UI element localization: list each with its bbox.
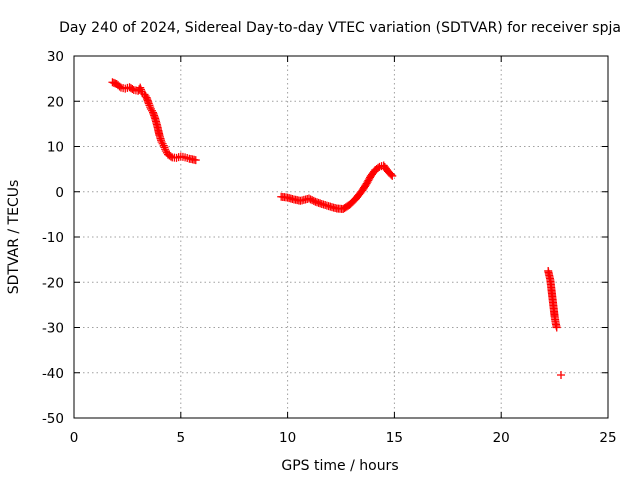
data-point bbox=[136, 85, 145, 94]
data-point bbox=[374, 163, 383, 172]
y-tick-label: 0 bbox=[55, 185, 64, 201]
plot-frame bbox=[73, 55, 609, 419]
data-point bbox=[160, 143, 169, 152]
y-tick-label: -10 bbox=[42, 230, 64, 246]
y-tick-labels: -50 -40 -30 -20 -10 0 10 20 30 bbox=[42, 49, 64, 427]
x-tick-label: 20 bbox=[493, 430, 510, 446]
y-tick-label: -40 bbox=[42, 366, 64, 382]
chart-title: Day 240 of 2024, Sidereal Day-to-day VTE… bbox=[59, 20, 621, 36]
y-tick-label: 10 bbox=[47, 140, 64, 156]
y-tick-label: 30 bbox=[47, 49, 64, 65]
data-point bbox=[552, 323, 561, 332]
data-point bbox=[159, 141, 168, 150]
data-series bbox=[108, 78, 566, 380]
data-point bbox=[557, 371, 566, 380]
x-tick-label: 25 bbox=[599, 430, 616, 446]
data-point bbox=[158, 139, 167, 148]
y-axis-title: SDTVAR / TECUs bbox=[6, 180, 22, 295]
x-axis-title: GPS time / hours bbox=[281, 458, 398, 474]
x-tick-label: 10 bbox=[279, 430, 296, 446]
y-tick-label: -50 bbox=[42, 411, 64, 427]
x-tick-labels: 0 5 10 15 20 25 bbox=[70, 430, 617, 446]
data-point bbox=[191, 156, 200, 165]
x-tick-label: 0 bbox=[70, 430, 79, 446]
data-point bbox=[115, 82, 124, 91]
data-point bbox=[146, 103, 155, 112]
data-point bbox=[144, 99, 153, 108]
y-tick-label: 20 bbox=[47, 94, 64, 110]
data-point bbox=[166, 152, 175, 161]
data-point bbox=[136, 83, 145, 92]
data-point bbox=[387, 170, 396, 179]
grid bbox=[74, 56, 608, 418]
y-tick-label: -30 bbox=[42, 321, 64, 337]
data-point bbox=[145, 101, 154, 110]
data-point bbox=[128, 85, 137, 94]
data-point bbox=[161, 145, 170, 154]
data-point bbox=[388, 171, 397, 180]
y-tick-label: -20 bbox=[42, 275, 64, 291]
x-tick-label: 5 bbox=[177, 430, 186, 446]
x-tick-label: 15 bbox=[386, 430, 403, 446]
